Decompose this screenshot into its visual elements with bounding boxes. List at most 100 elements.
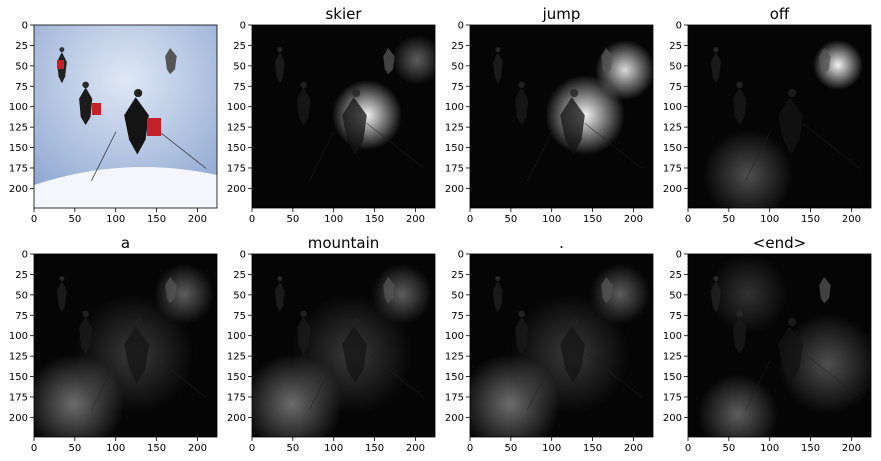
x-tick-label: 50 (722, 214, 735, 225)
y-tick-label: 200 (663, 413, 682, 424)
y-tick-label: 0 (22, 21, 28, 32)
y-tick-label: 150 (663, 143, 682, 154)
y-tick-label: 100 (445, 102, 464, 113)
y-tick-label: 25 (15, 41, 28, 52)
x-tick-label: 100 (324, 214, 343, 225)
y-tick-label: 50 (15, 290, 28, 301)
x-tick-label: 100 (542, 214, 561, 225)
x-tick-label: 150 (147, 443, 166, 454)
y-tick-label: 175 (227, 163, 246, 174)
attention-map-image (688, 254, 878, 454)
x-tick-label: 50 (68, 443, 81, 454)
y-tick-label: 150 (227, 143, 246, 154)
panel-7: . 0 50 100 150 200 0 25 50 75 100 125 150 175 200 (445, 234, 653, 454)
y-tick-label: 175 (227, 392, 246, 403)
attention-map-image (470, 25, 655, 208)
y-tick-label: 125 (9, 352, 28, 363)
x-tick-label: 0 (31, 214, 37, 225)
x-tick-label: 0 (31, 443, 37, 454)
y-tick-label: 75 (15, 82, 28, 93)
attention-map-image (252, 25, 442, 208)
y-tick-label: 25 (233, 41, 246, 52)
x-tick-label: 200 (624, 443, 643, 454)
y-tick-label: 75 (669, 311, 682, 322)
x-tick-label: 0 (685, 214, 691, 225)
panel-6: mountain 0 50 100 150 200 0 25 50 75 100 125 150 175 2… (227, 234, 435, 454)
y-tick-label: 50 (15, 61, 28, 72)
y-tick-label: 150 (445, 372, 464, 383)
x-tick-label: 200 (842, 443, 861, 454)
y-tick-label: 175 (663, 392, 682, 403)
x-tick-label: 150 (801, 214, 820, 225)
panel-2: skier 0 50 100 150 200 0 25 50 75 100 125 150 175 200 (227, 5, 442, 225)
y-tick-label: 50 (233, 61, 246, 72)
x-tick-label: 100 (760, 443, 779, 454)
y-tick-label: 25 (451, 270, 464, 281)
y-tick-label: 125 (445, 352, 464, 363)
x-tick-label: 150 (365, 443, 384, 454)
panel-title: off (770, 5, 790, 23)
x-tick-label: 50 (286, 443, 299, 454)
attention-map-image (688, 25, 871, 220)
y-tick-label: 100 (227, 102, 246, 113)
x-tick-label: 50 (286, 214, 299, 225)
y-tick-label: 175 (445, 163, 464, 174)
y-tick-label: 175 (663, 163, 682, 174)
panel-grid: 0 50 100 150 200 0 25 50 75 100 125 150 175 200 skier 0… (9, 5, 878, 454)
y-tick-label: 75 (233, 311, 246, 322)
y-tick-label: 100 (9, 102, 28, 113)
y-tick-label: 150 (663, 372, 682, 383)
y-tick-label: 25 (451, 41, 464, 52)
panel-title: . (559, 234, 564, 252)
y-tick-label: 125 (663, 123, 682, 134)
y-tick-label: 200 (227, 413, 246, 424)
y-tick-label: 75 (233, 82, 246, 93)
x-tick-label: 200 (842, 214, 861, 225)
x-tick-label: 50 (504, 443, 517, 454)
y-tick-label: 200 (445, 184, 464, 195)
y-tick-label: 125 (227, 352, 246, 363)
x-tick-label: 0 (467, 443, 473, 454)
y-tick-label: 75 (15, 311, 28, 322)
x-tick-label: 200 (406, 214, 425, 225)
y-tick-label: 50 (451, 290, 464, 301)
x-tick-label: 100 (106, 214, 125, 225)
panel-title: skier (325, 5, 362, 23)
y-tick-label: 150 (9, 143, 28, 154)
panel-title: mountain (308, 234, 380, 252)
panel-3: jump 0 50 100 150 200 0 25 50 75 100 125 150 175 200 (445, 5, 655, 225)
y-tick-label: 200 (445, 413, 464, 424)
y-tick-label: 75 (669, 82, 682, 93)
panel-4: off 0 50 100 150 200 0 25 50 75 100 125 150 175 200 (663, 5, 871, 225)
photo-image (34, 25, 217, 208)
x-tick-label: 100 (542, 443, 561, 454)
y-tick-label: 25 (669, 41, 682, 52)
y-tick-label: 125 (227, 123, 246, 134)
x-tick-label: 50 (68, 214, 81, 225)
x-tick-label: 100 (760, 214, 779, 225)
y-tick-label: 200 (9, 413, 28, 424)
y-tick-label: 75 (451, 311, 464, 322)
y-tick-label: 50 (451, 61, 464, 72)
x-tick-label: 150 (801, 443, 820, 454)
attention-map-image (242, 254, 435, 454)
x-tick-label: 150 (147, 214, 166, 225)
x-tick-label: 150 (365, 214, 384, 225)
y-tick-label: 0 (240, 250, 246, 261)
attention-map-image (24, 254, 217, 454)
y-tick-label: 50 (669, 290, 682, 301)
y-tick-label: 150 (9, 372, 28, 383)
x-tick-label: 0 (249, 443, 255, 454)
x-tick-label: 0 (249, 214, 255, 225)
x-tick-label: 100 (324, 443, 343, 454)
panel-1: 0 50 100 150 200 0 25 50 75 100 125 150 175 200 (9, 21, 217, 226)
panel-5: a 0 50 100 150 200 0 25 50 75 100 125 150 175 200 (9, 234, 217, 454)
y-tick-label: 200 (663, 184, 682, 195)
x-tick-label: 100 (106, 443, 125, 454)
panel-8: <end> 0 50 100 150 200 0 25 50 75 100 125 150 175 200 (663, 234, 878, 454)
y-tick-label: 0 (22, 250, 28, 261)
y-tick-label: 175 (9, 392, 28, 403)
y-tick-label: 200 (227, 184, 246, 195)
y-tick-label: 25 (669, 270, 682, 281)
